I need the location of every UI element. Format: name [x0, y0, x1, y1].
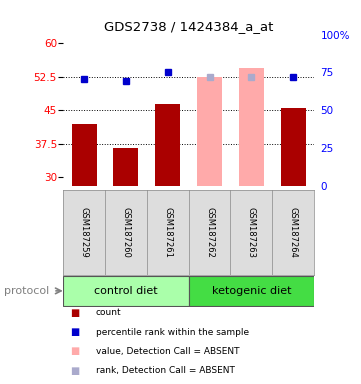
Text: rank, Detection Call = ABSENT: rank, Detection Call = ABSENT — [96, 366, 235, 375]
Bar — [113, 148, 139, 186]
Text: GSM187264: GSM187264 — [289, 207, 298, 258]
Text: count: count — [96, 308, 121, 318]
Text: GSM187261: GSM187261 — [163, 207, 172, 258]
Text: GSM187260: GSM187260 — [121, 207, 130, 258]
Title: GDS2738 / 1424384_a_at: GDS2738 / 1424384_a_at — [104, 20, 273, 33]
Text: GSM187259: GSM187259 — [79, 207, 88, 258]
Text: value, Detection Call = ABSENT: value, Detection Call = ABSENT — [96, 347, 239, 356]
Text: ■: ■ — [70, 308, 80, 318]
Bar — [71, 124, 97, 186]
Bar — [280, 108, 306, 186]
FancyBboxPatch shape — [63, 276, 188, 306]
FancyBboxPatch shape — [188, 276, 314, 306]
Text: percentile rank within the sample: percentile rank within the sample — [96, 328, 249, 337]
Bar — [155, 104, 180, 186]
Bar — [239, 68, 264, 186]
Text: ■: ■ — [70, 366, 80, 376]
Text: protocol: protocol — [4, 286, 49, 296]
Text: ■: ■ — [70, 346, 80, 356]
Text: GSM187263: GSM187263 — [247, 207, 256, 258]
Text: ketogenic diet: ketogenic diet — [212, 286, 291, 296]
Text: GSM187262: GSM187262 — [205, 207, 214, 258]
Text: ■: ■ — [70, 327, 80, 337]
Text: control diet: control diet — [94, 286, 158, 296]
Bar — [197, 77, 222, 186]
